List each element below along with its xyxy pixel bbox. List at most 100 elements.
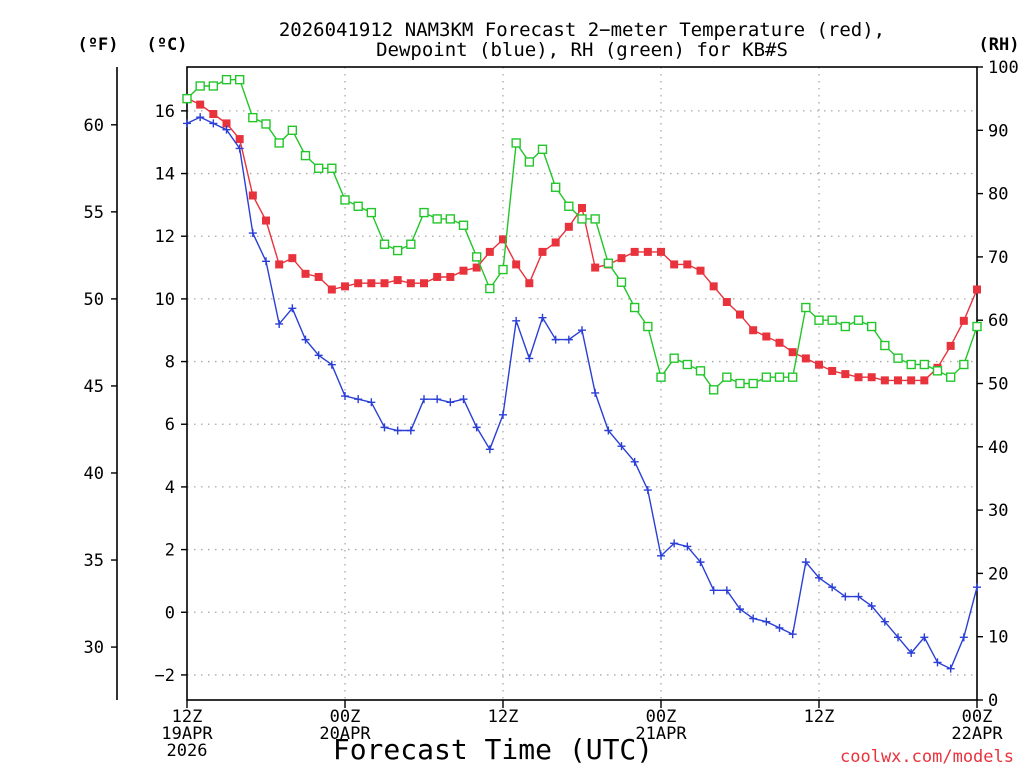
fahrenheit-tick-label: 35 <box>84 551 104 571</box>
rh-point <box>511 138 521 148</box>
temperature-point <box>262 216 270 225</box>
temperature-point <box>420 279 428 288</box>
dewpoint-point <box>578 326 586 335</box>
temperature-point <box>709 282 718 291</box>
temperature-point <box>867 373 876 382</box>
rh-point <box>880 340 890 351</box>
dewpoint-point <box>183 119 191 128</box>
rh-point <box>208 81 219 91</box>
rh-point <box>919 359 930 370</box>
rh-point <box>643 321 653 332</box>
dewpoint-point <box>301 335 310 344</box>
rh-tick-label: 30 <box>988 501 1008 521</box>
celsius-tick-label: 16 <box>155 102 175 122</box>
dewpoint-point <box>433 395 442 404</box>
dewpoint-point <box>722 586 731 595</box>
temperature-point <box>512 260 521 269</box>
x-tick-label: 2026 <box>167 741 208 761</box>
dewpoint-point <box>854 592 863 601</box>
dewpoint-point <box>341 392 349 401</box>
rh-point <box>564 201 574 211</box>
rh-point <box>445 214 456 224</box>
temperature-point <box>393 276 402 285</box>
rh-tick-label: 20 <box>988 564 1008 584</box>
dewpoint-point <box>815 573 823 582</box>
rh-point <box>669 353 679 363</box>
temperature-point <box>196 100 205 109</box>
rh-point <box>629 302 640 313</box>
celsius-unit-label: (ºC) <box>147 35 188 55</box>
rh-point <box>353 201 363 211</box>
fahrenheit-tick-label: 45 <box>84 377 104 397</box>
axes <box>111 66 983 708</box>
rh-tick-label: 90 <box>988 121 1008 141</box>
rh-point <box>537 144 548 154</box>
rh-point <box>485 283 495 294</box>
x-tick-label: 20APR <box>319 724 371 744</box>
temperature-point <box>591 263 600 272</box>
temperature-point <box>472 263 481 272</box>
temperature-point <box>788 348 797 357</box>
rh-point <box>774 372 785 382</box>
dewpoint-point <box>894 633 902 642</box>
rh-point <box>366 207 377 218</box>
temperature-point <box>959 316 968 325</box>
dewpoint-point <box>867 601 876 610</box>
rh-tick-label: 10 <box>988 628 1008 648</box>
celsius-tick-label: 2 <box>165 541 175 561</box>
rh-point <box>248 112 258 123</box>
rh-point <box>419 207 429 218</box>
temperature-point <box>722 298 731 307</box>
rh-point <box>708 385 719 395</box>
dewpoint-point <box>222 125 231 134</box>
rh-point <box>827 315 837 325</box>
rh-point <box>722 372 732 382</box>
rh-point <box>616 277 627 287</box>
rh-point <box>327 163 337 173</box>
fahrenheit-tick-label: 40 <box>84 464 104 484</box>
x-tick-label: 00Z <box>962 707 993 727</box>
rh-point <box>656 372 666 382</box>
grid-lines <box>187 67 977 700</box>
temperature-point <box>854 373 863 382</box>
rh-point <box>221 74 232 85</box>
dewpoint-point <box>920 633 929 642</box>
temperature-point <box>643 247 652 256</box>
dewpoint-point <box>736 605 744 614</box>
x-tick-label: 00Z <box>646 707 677 727</box>
rh-point <box>195 81 205 91</box>
celsius-tick-label: 6 <box>165 415 175 435</box>
temperature-point <box>801 354 810 363</box>
temperature-point <box>551 238 560 247</box>
rh-point <box>972 321 982 332</box>
dewpoint-point <box>604 426 613 435</box>
celsius-tick-label: 4 <box>165 478 175 498</box>
temperature-point <box>736 310 744 319</box>
x-axis-title: Forecast Time (UTC) <box>333 733 653 766</box>
rh-point <box>340 195 350 205</box>
temperature-point <box>433 272 442 281</box>
fahrenheit-tick-label: 55 <box>84 203 104 223</box>
dewpoint-point <box>406 426 415 435</box>
temperature-point <box>288 254 297 263</box>
rh-point <box>932 366 943 376</box>
dewpoint-point <box>262 257 270 266</box>
temperature-point <box>380 279 389 288</box>
x-tick-label: 21APR <box>635 724 687 744</box>
dewpoint-point <box>670 539 679 548</box>
dewpoint-point <box>209 119 218 128</box>
rh-point <box>406 239 416 249</box>
temperature-point <box>327 285 336 294</box>
dewpoint-point <box>801 558 810 567</box>
dewpoint-point <box>933 658 942 667</box>
dewpoint-point <box>749 614 758 623</box>
dewpoint-point <box>420 395 428 404</box>
temperature-point <box>564 222 573 231</box>
temperature-point <box>657 247 665 256</box>
temperature-point <box>762 332 771 341</box>
rh-point <box>287 125 298 136</box>
dewpoint-point <box>551 335 560 344</box>
temperature-point <box>828 366 837 375</box>
fahrenheit-tick-label: 60 <box>84 116 104 136</box>
